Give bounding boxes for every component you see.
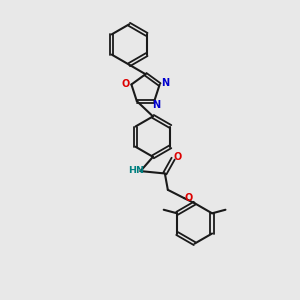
- Text: N: N: [152, 100, 160, 110]
- Text: N: N: [161, 78, 169, 88]
- Text: HN: HN: [128, 166, 144, 175]
- Text: O: O: [184, 193, 193, 202]
- Text: O: O: [173, 152, 182, 162]
- Text: O: O: [122, 79, 130, 89]
